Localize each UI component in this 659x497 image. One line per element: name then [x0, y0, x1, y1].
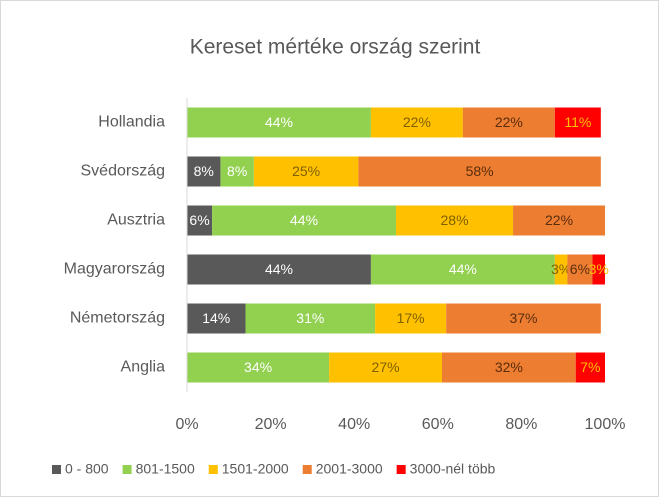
value-label: 28%	[441, 212, 469, 228]
bar-segment	[329, 352, 442, 383]
x-tick-label: 0%	[175, 416, 198, 433]
legend-label: 2001-3000	[316, 461, 383, 477]
bar-segment	[396, 205, 514, 236]
value-label: 17%	[397, 310, 425, 326]
value-label: 11%	[564, 114, 591, 130]
value-label: 32%	[495, 359, 523, 375]
value-label: 8%	[227, 163, 247, 179]
legend-label: 3000-nél több	[410, 461, 496, 477]
bar-segment	[375, 303, 447, 334]
x-tick-label: 60%	[422, 416, 454, 433]
value-label: 44%	[265, 261, 293, 277]
value-label: 58%	[466, 163, 494, 179]
value-label: 44%	[449, 261, 477, 277]
value-label: 3%	[551, 261, 571, 277]
legend-swatch	[302, 465, 312, 474]
bar-segment	[592, 254, 605, 285]
bar-segment	[187, 156, 221, 187]
value-label: 8%	[194, 163, 214, 179]
x-tick-label: 100%	[585, 416, 626, 433]
legend-swatch	[396, 465, 406, 474]
value-label: 7%	[580, 359, 600, 375]
bar-segment	[187, 205, 213, 236]
y-tick-label: Ausztria	[107, 212, 165, 229]
value-label: 25%	[292, 163, 320, 179]
y-tick-label: Anglia	[121, 359, 166, 376]
value-label: 44%	[265, 114, 293, 130]
value-label: 22%	[495, 114, 523, 130]
bar-segment	[220, 156, 254, 187]
bar-segment	[358, 156, 601, 187]
value-label: 31%	[296, 310, 324, 326]
value-label: 27%	[372, 359, 400, 375]
value-label: 34%	[244, 359, 272, 375]
legend-label: 801-1500	[136, 461, 195, 477]
bar-segment	[253, 156, 359, 187]
bar-segment	[187, 303, 246, 334]
bar-segment	[212, 205, 396, 236]
legend-swatch	[208, 465, 218, 474]
y-tick-label: Magyarország	[64, 261, 165, 278]
legend-label: 1501-2000	[222, 461, 289, 477]
bar-segment	[446, 303, 601, 334]
value-label: 6%	[570, 261, 590, 277]
bar-segment	[567, 254, 593, 285]
y-tick-label: Svédország	[81, 163, 166, 180]
bar-segment	[245, 303, 376, 334]
value-label: 37%	[509, 310, 537, 326]
bar-segment	[554, 254, 568, 285]
value-label: 44%	[290, 212, 318, 228]
y-tick-label: Hollandia	[98, 114, 165, 131]
bar-segment	[370, 254, 555, 285]
y-tick-label: Németország	[70, 310, 165, 327]
bar-segment	[462, 107, 555, 138]
value-label: 22%	[545, 212, 573, 228]
value-label: 14%	[202, 310, 230, 326]
chart-title: Kereset mértéke ország szerint	[190, 36, 481, 59]
x-tick-label: 80%	[505, 416, 537, 433]
x-tick-label: 20%	[255, 416, 287, 433]
legend-swatch	[52, 465, 61, 474]
value-label: 3%	[589, 261, 609, 277]
value-label: 22%	[403, 114, 431, 130]
bar-segment	[575, 352, 605, 383]
value-label: 6%	[189, 212, 209, 228]
x-tick-label: 40%	[338, 416, 370, 433]
bar-segment	[441, 352, 576, 383]
legend-swatch	[122, 465, 132, 474]
legend-label: 0 - 800	[65, 461, 109, 477]
bar-segment	[187, 254, 371, 285]
bar-segment	[370, 107, 463, 138]
bar-segment	[513, 205, 605, 236]
bar-segment	[187, 107, 371, 138]
bar-segment	[554, 107, 601, 138]
bar-segment	[187, 352, 330, 383]
